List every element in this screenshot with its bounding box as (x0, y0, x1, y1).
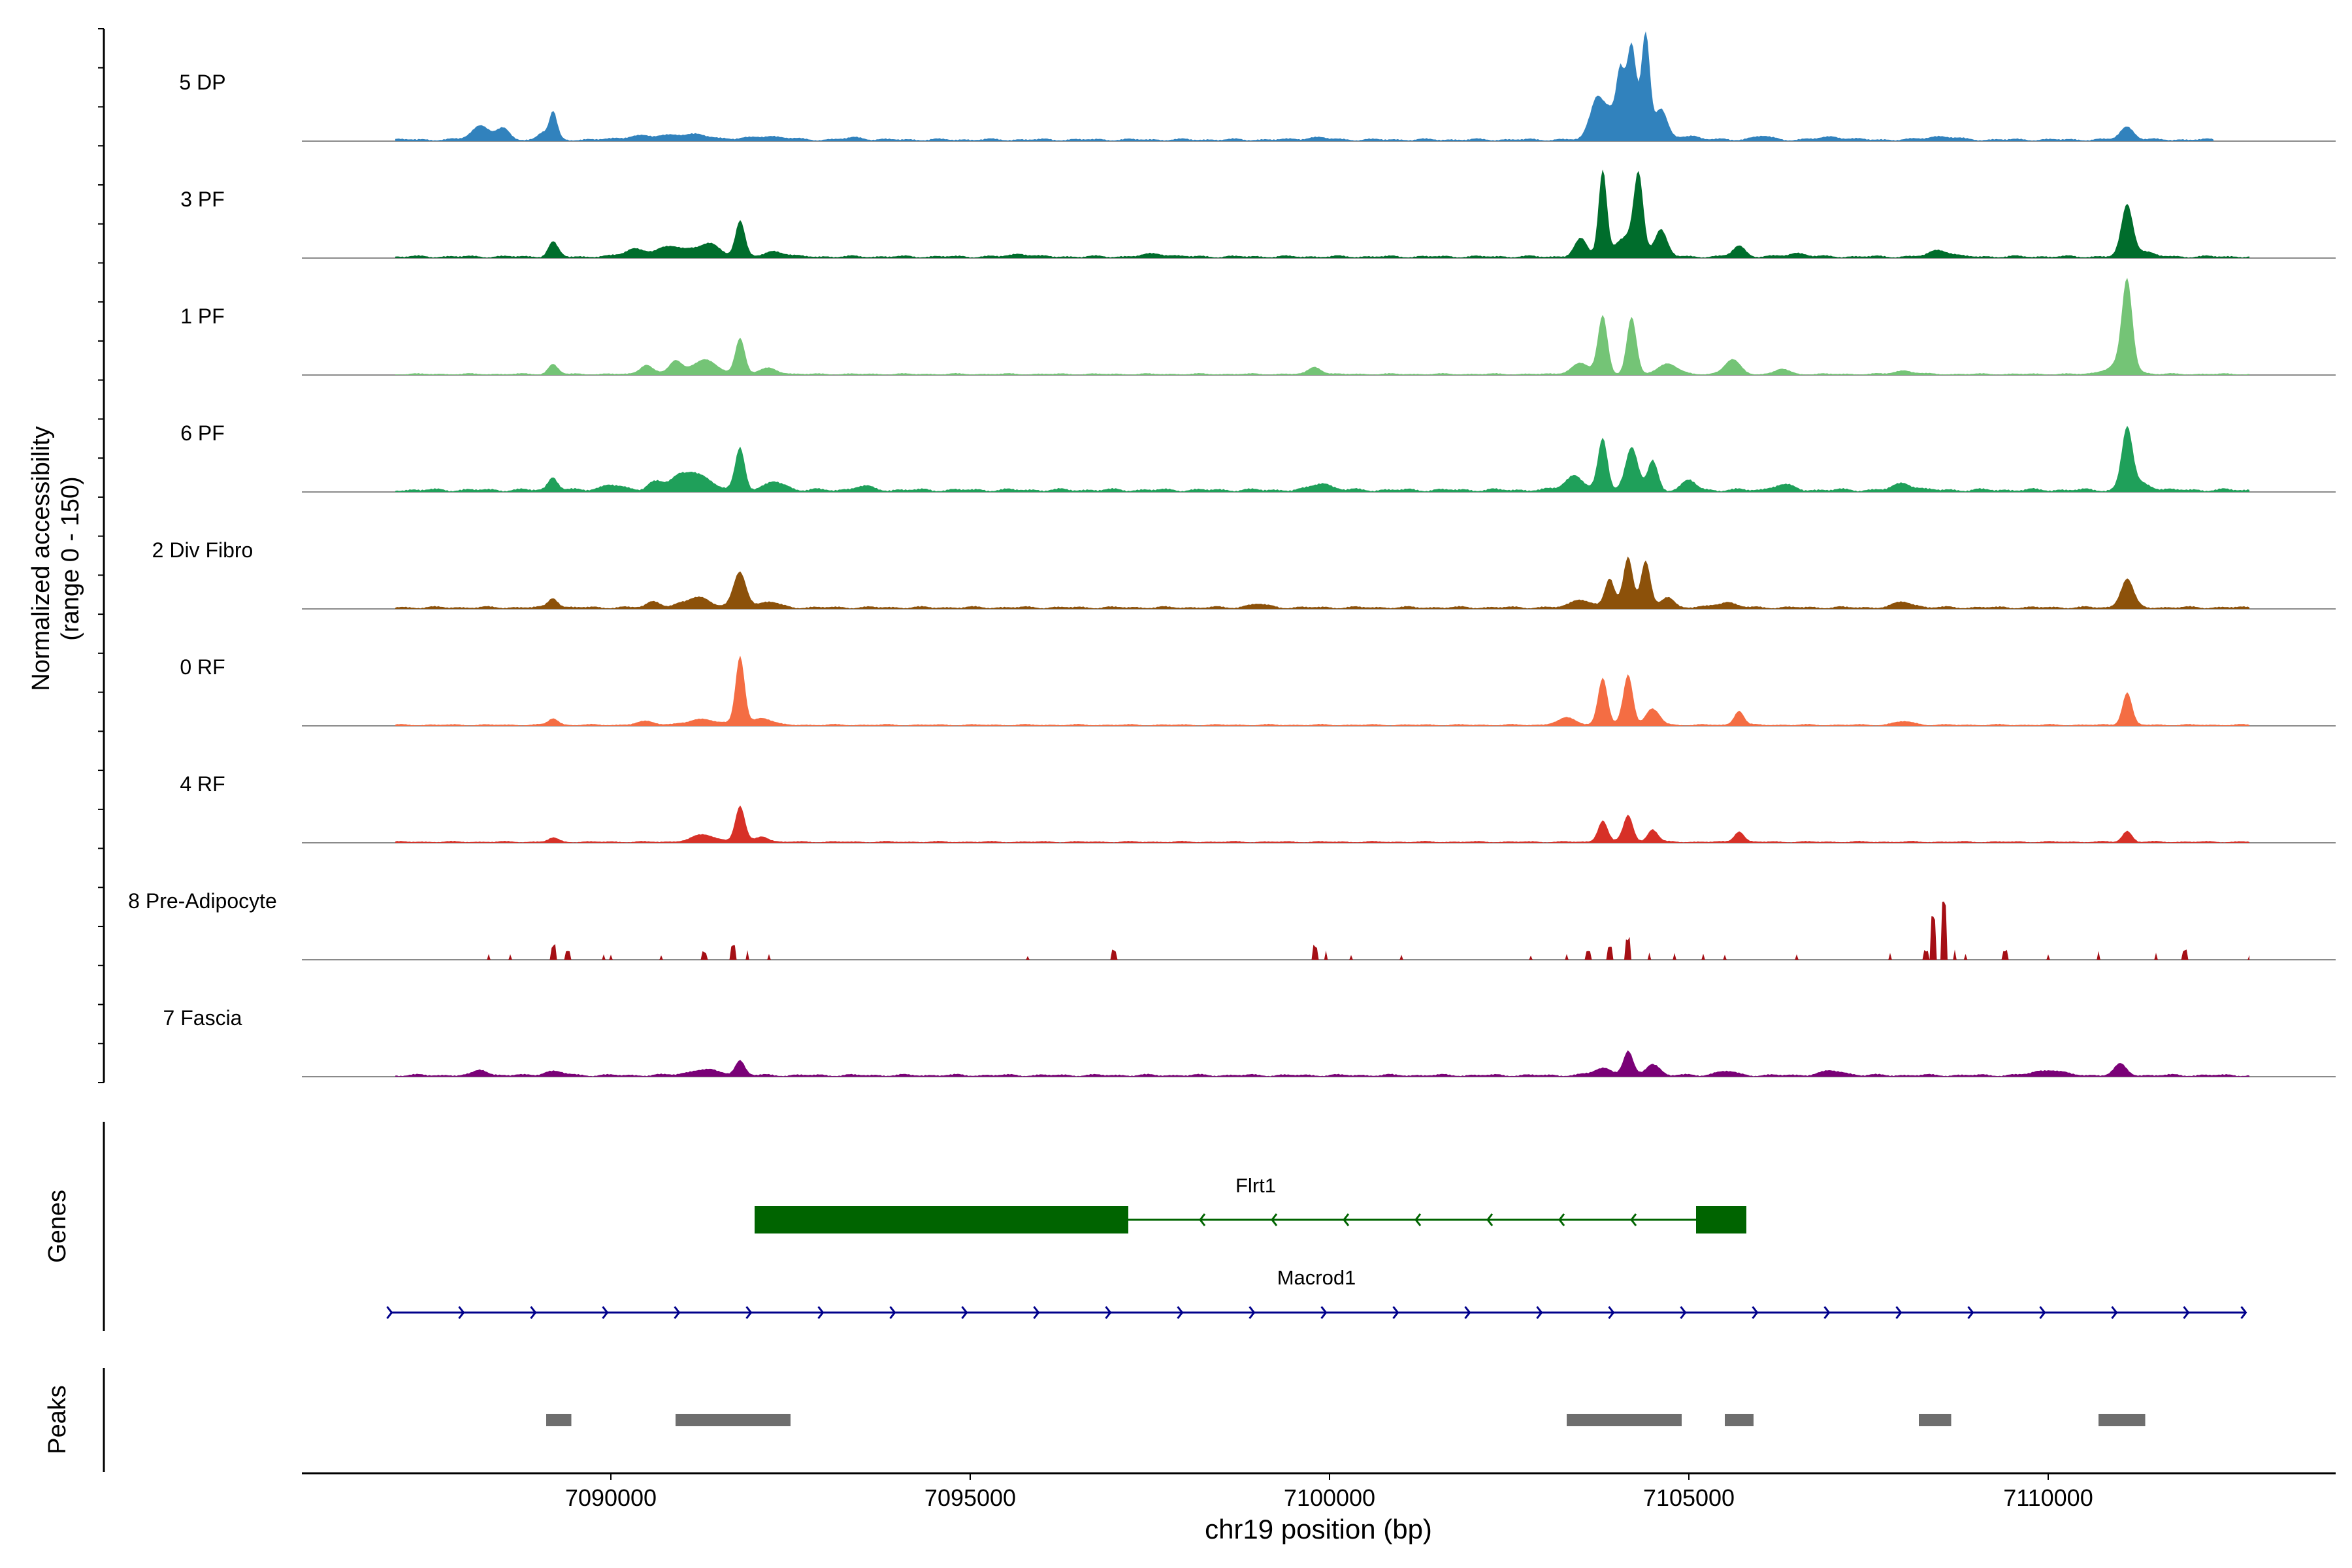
x-axis: 7090000 7095000 7100000 7105000 7110000 chr1… (302, 1472, 2336, 1544)
peak-region (1725, 1414, 1754, 1426)
track-label: 1 PF (180, 304, 225, 328)
track-7-fascia: 7 Fascia (163, 1006, 2336, 1077)
x-tick-label: 7095000 (924, 1484, 1016, 1511)
strand-arrow-icon (1895, 1306, 1903, 1319)
coverage-area (395, 425, 2249, 492)
peak-region (546, 1414, 572, 1426)
strand-arrow-icon (817, 1306, 825, 1319)
strand-arrow-icon (1680, 1306, 1687, 1319)
track-4-rf: 4 RF (180, 772, 2336, 843)
track-label: 3 PF (180, 188, 225, 211)
strand-arrow-icon (1392, 1306, 1399, 1319)
x-tick-label: 7100000 (1284, 1484, 1375, 1511)
genes-panel: Genes Flrt1 Macrod1 (44, 1122, 2247, 1331)
strand-arrow-icon (1608, 1306, 1615, 1319)
peak-regions-group (546, 1414, 2146, 1426)
track-2-div-fibro: 2 Div Fibro (152, 538, 2336, 610)
strand-arrow-icon (1823, 1306, 1831, 1319)
strand-arrow-icon (2111, 1306, 2118, 1319)
gene-exon (755, 1206, 1128, 1233)
coverage-ylabel-line1: Normalized accessibility (27, 426, 55, 691)
coverage-area (395, 1050, 2249, 1077)
strand-arrow-icon (1414, 1213, 1422, 1226)
genes-ylabel: Genes (44, 1190, 71, 1263)
strand-arrow-icon (1536, 1306, 1543, 1319)
coverage-area (395, 805, 2249, 843)
track-5-dp: 5 DP (179, 31, 2336, 142)
strand-arrow-icon (889, 1306, 896, 1319)
strand-arrow-icon (1271, 1213, 1278, 1226)
strand-arrow-icon (386, 1306, 393, 1319)
coverage-area (395, 556, 2249, 609)
coverage-ylabel-line2: (range 0 - 150) (57, 476, 84, 640)
peak-region (1919, 1414, 1952, 1426)
track-8-pre-adipocyte: 8 Pre-Adipocyte (128, 889, 2336, 960)
x-axis-title: chr19 position (bp) (1205, 1514, 1432, 1544)
strand-arrow-icon (602, 1306, 609, 1319)
track-label: 2 Div Fibro (152, 538, 253, 562)
strand-arrow-icon (1320, 1306, 1328, 1319)
gene-macrod1: Macrod1 (386, 1266, 2247, 1319)
coverage-panel: Normalized accessibility (range 0 - 150)… (27, 28, 2336, 1083)
coverage-area (395, 902, 2249, 960)
strand-arrow-icon (674, 1306, 681, 1319)
tracks-group: 5 DP 3 PF 1 PF 6 PF 2 Div Fibro 0 RF 4 RF 8 Pre… (128, 31, 2336, 1077)
track-label: 6 PF (180, 421, 225, 445)
strand-arrow-icon (1630, 1213, 1637, 1226)
strand-arrow-icon (2183, 1306, 2190, 1319)
coverage-y-ticks (98, 28, 104, 1083)
coverage-area (395, 31, 2213, 141)
strand-arrow-icon (1249, 1306, 1256, 1319)
x-tick-label: 7110000 (2003, 1484, 2093, 1511)
coverage-area (395, 278, 2249, 375)
strand-arrow-icon (745, 1306, 753, 1319)
track-label: 0 RF (180, 655, 225, 679)
coverage-area (395, 655, 2249, 726)
coverage-area (395, 169, 2249, 258)
strand-arrow-icon (2039, 1306, 2046, 1319)
peak-region (1567, 1414, 1682, 1426)
strand-arrow-icon (2240, 1306, 2247, 1319)
genes-group: Flrt1 Macrod1 (386, 1174, 2247, 1319)
strand-arrow-icon (458, 1306, 465, 1319)
track-label: 8 Pre-Adipocyte (128, 889, 277, 913)
track-3-pf: 3 PF (180, 169, 2336, 259)
track-label: 5 DP (179, 71, 225, 94)
strand-arrow-icon (1558, 1213, 1565, 1226)
strand-arrow-icon (1343, 1213, 1350, 1226)
strand-arrow-icon (1177, 1306, 1184, 1319)
strand-arrow-icon (1464, 1306, 1471, 1319)
strand-arrow-icon (1486, 1213, 1494, 1226)
strand-arrow-icon (1033, 1306, 1040, 1319)
track-0-rf: 0 RF (180, 655, 2336, 727)
gene-exon (1696, 1206, 1746, 1233)
gene-label: Macrod1 (1277, 1266, 1356, 1289)
track-label: 7 Fascia (163, 1006, 242, 1030)
x-tick-label: 7090000 (565, 1484, 657, 1511)
track-6-pf: 6 PF (180, 421, 2336, 493)
track-label: 4 RF (180, 772, 225, 796)
peak-region (676, 1414, 791, 1426)
x-ticks-group: 7090000 7095000 7100000 7105000 7110000 (565, 1473, 2093, 1511)
track-1-pf: 1 PF (180, 278, 2336, 376)
gene-flrt1: Flrt1 (755, 1174, 1746, 1233)
strand-arrow-icon (1752, 1306, 1759, 1319)
peaks-panel: Peaks (44, 1368, 2146, 1472)
strand-arrow-icon (530, 1306, 537, 1319)
strand-arrow-icon (1199, 1213, 1206, 1226)
strand-arrow-icon (961, 1306, 968, 1319)
gene-label: Flrt1 (1235, 1174, 1276, 1197)
x-tick-label: 7105000 (1643, 1484, 1735, 1511)
peak-region (2099, 1414, 2146, 1426)
strand-arrow-icon (1967, 1306, 1974, 1319)
strand-arrow-icon (1105, 1306, 1112, 1319)
peaks-ylabel: Peaks (44, 1385, 71, 1454)
